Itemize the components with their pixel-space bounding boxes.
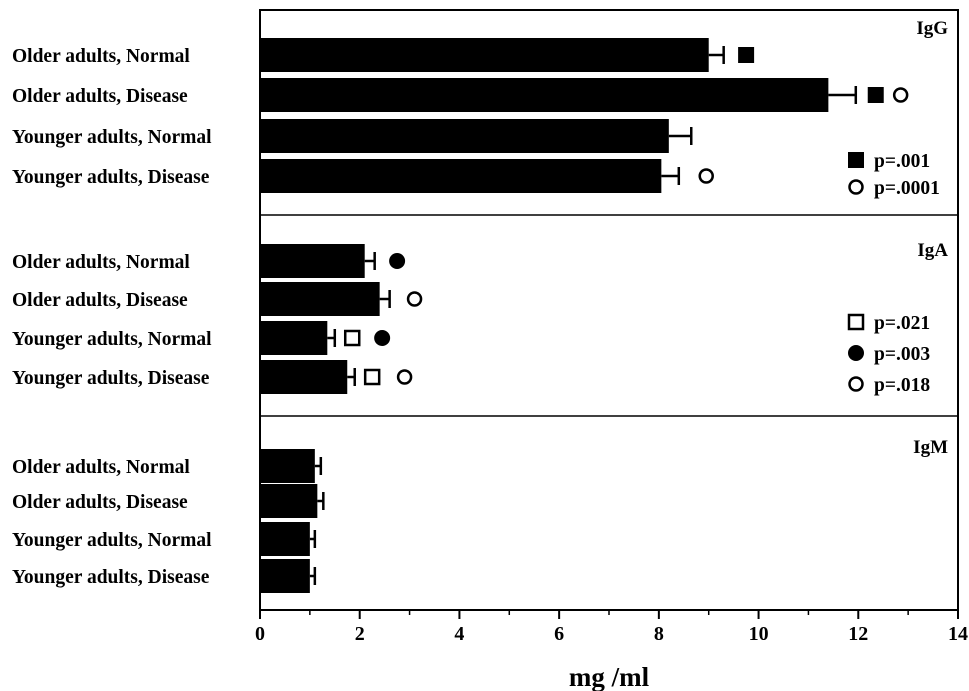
x-tick-label: 14 <box>948 623 968 645</box>
category-label: Older adults, Disease <box>12 492 188 513</box>
x-tick-label: 10 <box>749 623 769 645</box>
bar <box>260 38 709 72</box>
x-tick-label: 12 <box>848 623 868 645</box>
category-label: Older adults, Normal <box>12 252 190 273</box>
bar <box>260 484 318 518</box>
category-label: Younger adults, Normal <box>12 329 212 350</box>
bar <box>260 559 310 593</box>
significance-markers-layer <box>343 47 909 386</box>
significance-marker <box>698 168 714 184</box>
bar <box>260 78 829 112</box>
bar <box>260 282 380 316</box>
significance-marker <box>406 291 423 307</box>
bar <box>260 321 328 355</box>
panel-title: IgG <box>916 18 948 39</box>
significance-marker <box>738 47 755 63</box>
x-axis-label: mg /ml <box>569 662 650 691</box>
x-tick-label: 2 <box>355 623 365 645</box>
legend-label: p=.001 <box>874 151 930 172</box>
legend-label: p=.003 <box>874 344 930 365</box>
legend-label: p=.0001 <box>874 178 940 199</box>
panel-title: IgM <box>913 437 948 458</box>
bars-layer <box>260 38 858 593</box>
x-tick-label: 0 <box>255 623 265 645</box>
legends-layer: p=.001 p=.0001 p=.021 p=.003 p=.018 <box>847 151 940 396</box>
category-label: Younger adults, Disease <box>12 167 210 188</box>
significance-marker <box>389 253 406 269</box>
significance-marker <box>396 369 413 385</box>
legend-symbol <box>848 179 864 195</box>
significance-marker <box>363 368 381 386</box>
category-label: Older adults, Disease <box>12 86 188 107</box>
x-tick-label: 4 <box>454 623 464 645</box>
legend-label: p=.018 <box>874 375 930 396</box>
legend-symbol <box>847 313 865 331</box>
bar <box>260 244 365 278</box>
x-axis: 0 2 4 6 8 10 12 14 <box>255 610 968 645</box>
bar <box>260 522 310 556</box>
category-labels-layer: IgG Older adults, Normal Older adults, Dis… <box>12 18 948 588</box>
category-label: Younger adults, Normal <box>12 530 212 551</box>
category-label: Older adults, Normal <box>12 457 190 478</box>
significance-marker <box>892 87 909 103</box>
bar <box>260 159 662 193</box>
bar <box>260 119 669 153</box>
significance-marker <box>867 87 884 103</box>
category-label: Younger adults, Disease <box>12 567 210 588</box>
x-tick-label: 8 <box>654 623 664 645</box>
legend-symbol <box>848 376 864 392</box>
legend-label: p=.021 <box>874 313 930 334</box>
x-tick-label: 6 <box>554 623 564 645</box>
legend-symbol <box>848 345 864 361</box>
category-label: Older adults, Normal <box>12 46 190 67</box>
panel-title: IgA <box>917 240 948 261</box>
bar <box>260 449 315 483</box>
bar <box>260 360 348 394</box>
category-label: Older adults, Disease <box>12 290 188 311</box>
significance-marker <box>343 329 361 347</box>
significance-marker <box>374 330 391 346</box>
category-label: Younger adults, Normal <box>12 127 212 148</box>
category-label: Younger adults, Disease <box>12 368 210 389</box>
legend-symbol <box>848 152 864 168</box>
